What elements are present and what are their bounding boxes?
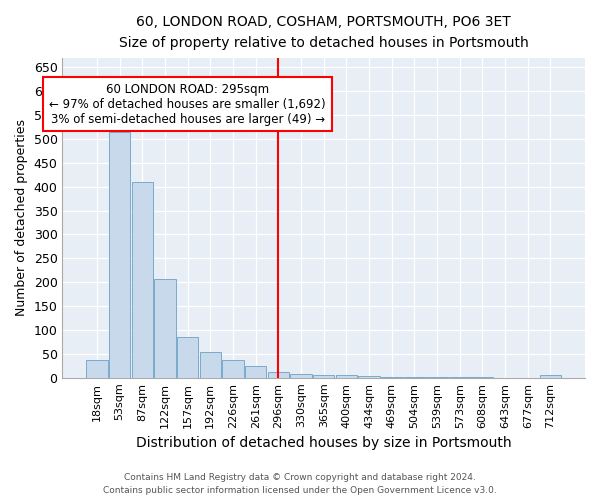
Text: 60 LONDON ROAD: 295sqm
← 97% of detached houses are smaller (1,692)
3% of semi-d: 60 LONDON ROAD: 295sqm ← 97% of detached… bbox=[49, 82, 326, 126]
Bar bbox=[404, 377, 425, 378]
Title: 60, LONDON ROAD, COSHAM, PORTSMOUTH, PO6 3ET
Size of property relative to detach: 60, LONDON ROAD, COSHAM, PORTSMOUTH, PO6… bbox=[119, 15, 529, 50]
Bar bbox=[200, 352, 221, 378]
Bar bbox=[268, 372, 289, 378]
Bar bbox=[540, 375, 561, 378]
Bar bbox=[131, 182, 153, 378]
Text: Contains HM Land Registry data © Crown copyright and database right 2024.
Contai: Contains HM Land Registry data © Crown c… bbox=[103, 474, 497, 495]
Bar bbox=[154, 279, 176, 378]
Bar bbox=[381, 377, 403, 378]
Bar bbox=[177, 337, 199, 378]
Bar bbox=[245, 366, 266, 378]
Bar bbox=[335, 376, 357, 378]
Bar bbox=[86, 360, 108, 378]
Bar bbox=[109, 132, 130, 378]
Bar bbox=[313, 376, 334, 378]
Bar bbox=[222, 360, 244, 378]
X-axis label: Distribution of detached houses by size in Portsmouth: Distribution of detached houses by size … bbox=[136, 436, 512, 450]
Bar bbox=[290, 374, 312, 378]
Bar bbox=[358, 376, 380, 378]
Y-axis label: Number of detached properties: Number of detached properties bbox=[15, 120, 28, 316]
